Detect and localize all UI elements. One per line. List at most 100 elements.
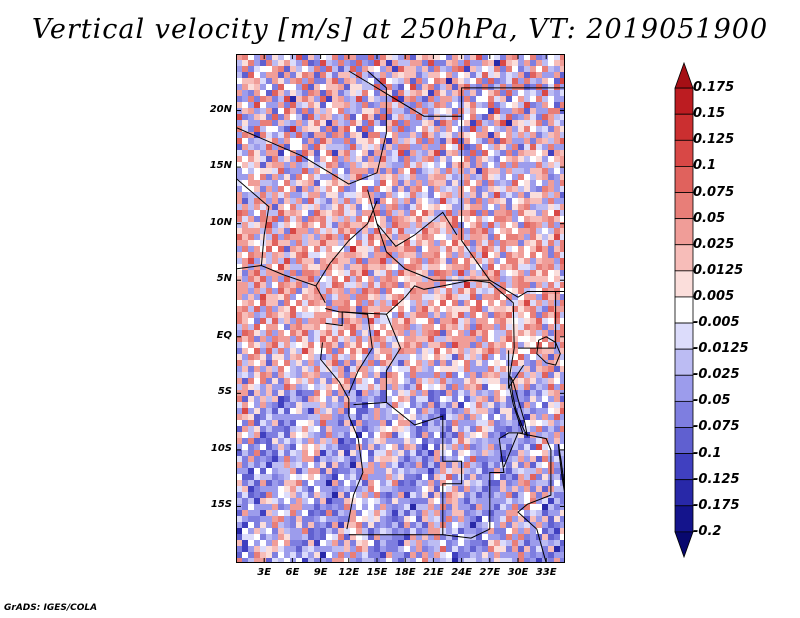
field-cell — [392, 390, 399, 397]
field-cell — [512, 174, 519, 181]
field-cell — [344, 162, 351, 169]
field-cell — [422, 276, 429, 283]
field-cell — [302, 498, 309, 505]
field-cell — [278, 246, 285, 253]
field-cell — [398, 156, 405, 163]
field-cell — [404, 324, 411, 331]
field-cell — [368, 264, 375, 271]
field-cell — [362, 54, 369, 61]
field-cell — [464, 90, 471, 97]
field-cell — [278, 150, 285, 157]
field-cell — [542, 252, 549, 259]
field-cell — [410, 504, 417, 511]
field-cell — [488, 126, 495, 133]
field-cell — [536, 312, 543, 319]
field-cell — [332, 54, 339, 61]
field-cell — [524, 120, 531, 127]
field-cell — [494, 66, 501, 73]
field-cell — [338, 312, 345, 319]
field-cell — [266, 90, 273, 97]
field-cell — [350, 138, 357, 145]
field-cell — [398, 324, 405, 331]
field-cell — [290, 504, 297, 511]
field-cell — [422, 114, 429, 121]
field-cell — [416, 180, 423, 187]
field-cell — [296, 132, 303, 139]
field-cell — [290, 72, 297, 79]
field-cell — [440, 96, 447, 103]
field-cell — [374, 408, 381, 415]
field-cell — [260, 102, 267, 109]
field-cell — [356, 150, 363, 157]
field-cell — [398, 198, 405, 205]
field-cell — [416, 276, 423, 283]
field-cell — [440, 318, 447, 325]
field-cell — [398, 450, 405, 457]
field-cell — [500, 108, 507, 115]
field-cell — [536, 222, 543, 229]
field-cell — [362, 126, 369, 133]
field-cell — [554, 324, 561, 331]
field-cell — [368, 72, 375, 79]
field-cell — [368, 552, 375, 559]
field-cell — [404, 516, 411, 523]
field-cell — [356, 72, 363, 79]
field-cell — [548, 108, 555, 115]
field-cell — [452, 126, 459, 133]
field-cell — [260, 96, 267, 103]
field-cell — [434, 486, 441, 493]
lon-tick-label: 18E — [394, 567, 416, 578]
field-cell — [524, 534, 531, 541]
field-cell — [242, 390, 249, 397]
field-cell — [266, 150, 273, 157]
field-cell — [488, 240, 495, 247]
field-cell — [524, 210, 531, 217]
field-cell — [542, 198, 549, 205]
field-cell — [296, 462, 303, 469]
field-cell — [278, 258, 285, 265]
field-cell — [560, 486, 565, 493]
field-cell — [266, 378, 273, 385]
field-cell — [284, 138, 291, 145]
field-cell — [338, 432, 345, 439]
field-cell — [452, 168, 459, 175]
lat-tick-label: 5N — [216, 273, 232, 285]
field-cell — [470, 522, 477, 529]
field-cell — [290, 138, 297, 145]
field-cell — [332, 228, 339, 235]
field-cell — [392, 414, 399, 421]
field-cell — [386, 180, 393, 187]
field-cell — [416, 102, 423, 109]
field-cell — [326, 468, 333, 475]
field-cell — [464, 60, 471, 67]
field-cell — [332, 306, 339, 313]
field-cell — [410, 408, 417, 415]
field-cell — [542, 510, 549, 517]
field-cell — [272, 168, 279, 175]
field-cell — [356, 510, 363, 517]
field-cell — [374, 462, 381, 469]
field-cell — [254, 276, 261, 283]
field-cell — [278, 516, 285, 523]
field-cell — [332, 384, 339, 391]
field-cell — [272, 324, 279, 331]
field-cell — [446, 162, 453, 169]
field-cell — [236, 306, 243, 313]
field-cell — [368, 90, 375, 97]
colorbar-swatch — [674, 348, 694, 376]
field-cell — [488, 246, 495, 253]
field-cell — [326, 330, 333, 337]
field-cell — [524, 546, 531, 553]
field-cell — [506, 180, 513, 187]
field-cell — [476, 354, 483, 361]
field-cell — [278, 54, 285, 61]
field-cell — [446, 360, 453, 367]
field-cell — [482, 114, 489, 121]
field-cell — [356, 120, 363, 127]
field-cell — [380, 402, 387, 409]
field-cell — [236, 558, 243, 563]
field-cell — [488, 234, 495, 241]
field-cell — [422, 198, 429, 205]
field-cell — [416, 300, 423, 307]
field-cell — [380, 312, 387, 319]
